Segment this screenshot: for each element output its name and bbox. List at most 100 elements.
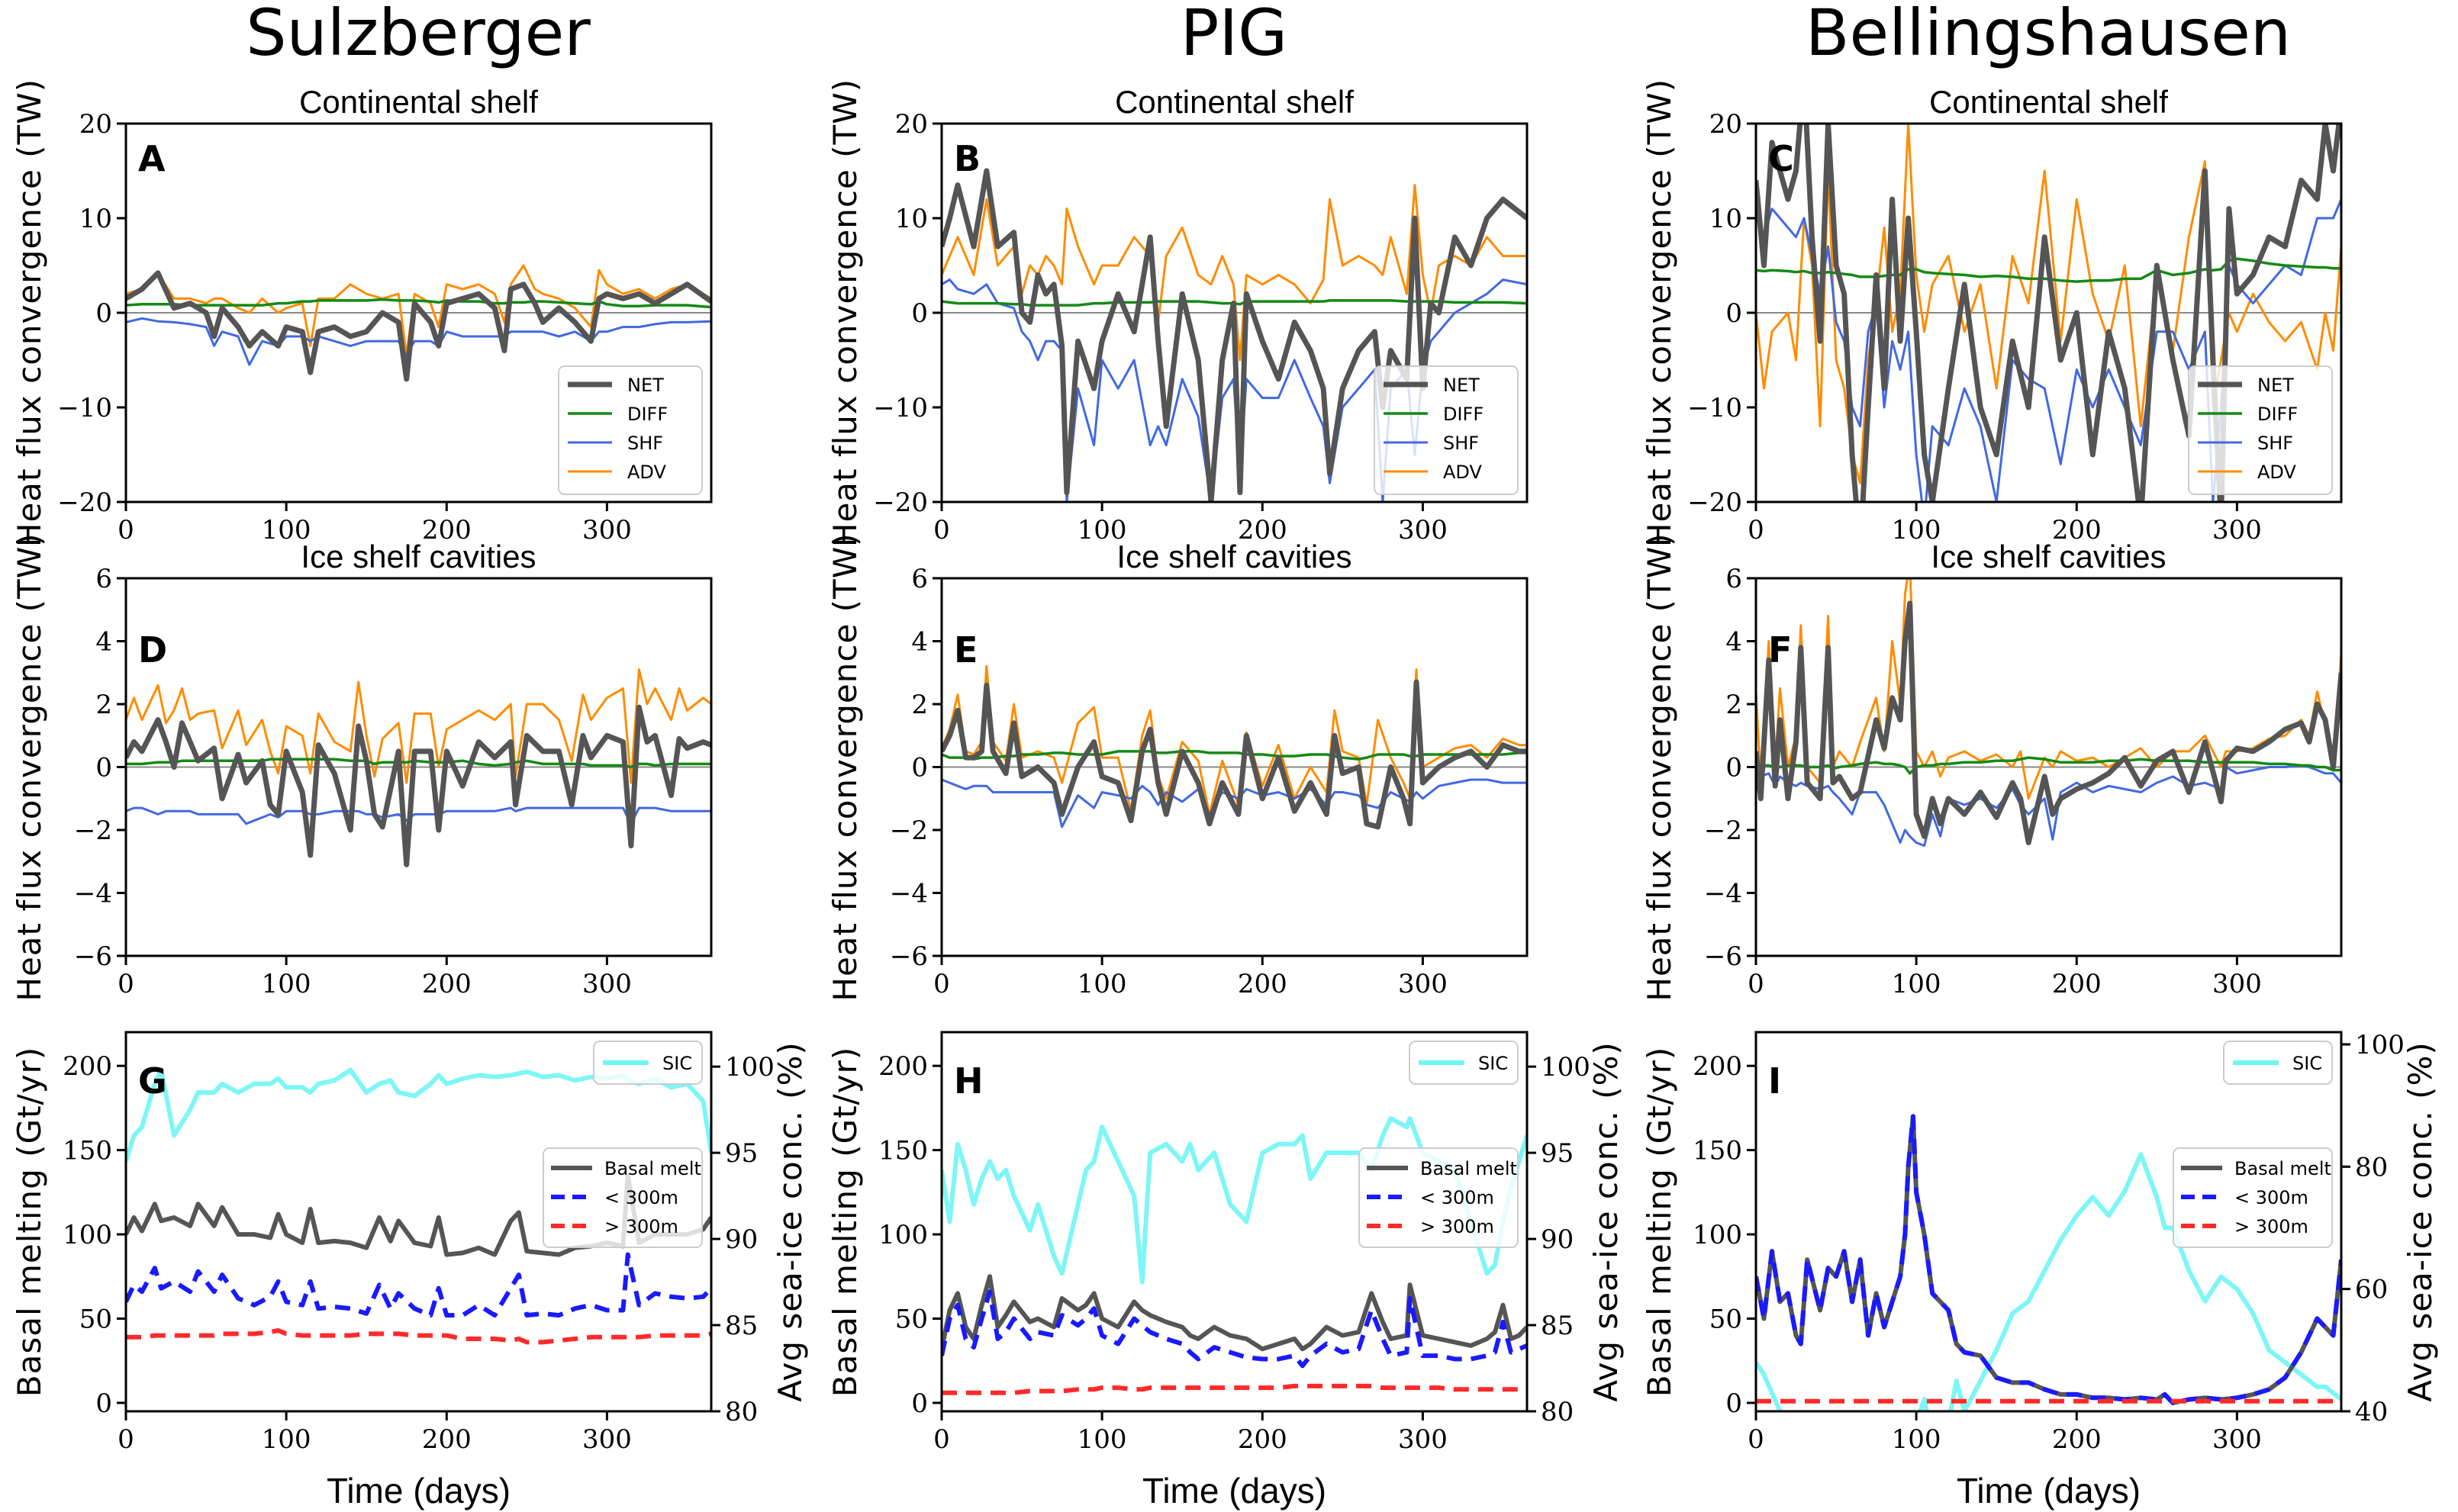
plot-area bbox=[1756, 578, 2341, 848]
legend-frame bbox=[1358, 1147, 1519, 1248]
y-tick-label: 0 bbox=[95, 1388, 112, 1419]
y-tick-label: −10 bbox=[873, 393, 928, 423]
y-tick-label: 4 bbox=[911, 627, 928, 658]
y-right-tick-label: 95 bbox=[725, 1138, 758, 1169]
axes-frame bbox=[940, 1031, 1529, 1413]
y-right-tick-label: 80 bbox=[725, 1397, 758, 1427]
x-tick-label: 0 bbox=[118, 1424, 134, 1455]
y-axis-label: Heat flux convergence (TW) bbox=[826, 532, 864, 1001]
y-tick-label: 200 bbox=[1693, 1051, 1742, 1082]
series-line-net bbox=[1756, 600, 2341, 845]
panel-letter: F bbox=[1768, 629, 1792, 671]
legend-label-net: NET bbox=[1443, 375, 1480, 396]
plot-area bbox=[942, 665, 1527, 830]
legend-melt: Basal melt < 300m > 300m bbox=[543, 1147, 703, 1248]
legend-label-sic: SIC bbox=[2292, 1053, 2322, 1074]
axes-frame bbox=[1754, 1031, 2343, 1413]
legend-label-diff: DIFF bbox=[1443, 404, 1483, 425]
plot-area bbox=[1756, 1114, 2341, 1411]
series-line-300m bbox=[942, 1289, 1527, 1369]
panel-b: Continental shelf 0 100 200 300 −20 −10 0 10 20 He… bbox=[826, 79, 1529, 547]
series-line-300m bbox=[942, 1383, 1527, 1395]
y-axis-label: Heat flux convergence (TW) bbox=[11, 532, 48, 1001]
y-tick-label: 0 bbox=[911, 753, 928, 783]
y-tick-label: 100 bbox=[1693, 1220, 1742, 1250]
panel-letter: G bbox=[138, 1060, 167, 1102]
x-tick-label: 100 bbox=[1892, 515, 1941, 545]
x-tick-label: 0 bbox=[118, 515, 134, 545]
y-tick-label: 100 bbox=[63, 1220, 112, 1250]
panel-f: Ice shelf cavities 0 100 200 300 −6 −4 −2 0 2 4 6 He… bbox=[1641, 532, 2343, 1002]
x-tick-label: 0 bbox=[118, 969, 134, 999]
y-right-tick-label: 90 bbox=[1541, 1224, 1574, 1255]
x-tick-label: 200 bbox=[422, 969, 472, 999]
legend-sic: SIC bbox=[1409, 1041, 1519, 1085]
legend-label-adv: ADV bbox=[1443, 462, 1482, 483]
legend-label-basal-melt: Basal melt bbox=[1420, 1158, 1517, 1179]
y-tick-label: 20 bbox=[1709, 109, 1742, 140]
x-tick-label: 300 bbox=[2212, 969, 2262, 999]
series-line-net bbox=[1756, 124, 2341, 502]
legend: NET DIFF SHF ADV bbox=[1374, 365, 1519, 495]
x-tick-label: 300 bbox=[582, 515, 632, 545]
x-tick-label: 100 bbox=[1892, 1424, 1941, 1455]
series-line-adv bbox=[1756, 124, 2341, 484]
y-right-tick-label: 100 bbox=[725, 1052, 775, 1083]
y-tick-label: 20 bbox=[79, 109, 112, 140]
y-axis-label: Heat flux convergence (TW) bbox=[11, 79, 48, 547]
y-tick-label: 4 bbox=[95, 627, 112, 658]
y-right-tick-label: 100 bbox=[1541, 1052, 1590, 1083]
y-axis-label: Basal melting (Gt/yr) bbox=[826, 1047, 864, 1397]
x-tick-label: 100 bbox=[262, 1424, 311, 1455]
x-tick-label: 300 bbox=[582, 969, 632, 999]
legend-sic: SIC bbox=[2223, 1041, 2333, 1085]
subplot-title: Ice shelf cavities bbox=[1931, 539, 2166, 574]
y-tick-label: 10 bbox=[1709, 204, 1742, 234]
y-axis-label-right: Avg sea-ice conc. (%) bbox=[772, 1041, 809, 1402]
x-tick-label: 300 bbox=[2212, 515, 2262, 545]
panel-letter: H bbox=[954, 1060, 984, 1102]
panel-letter: E bbox=[954, 629, 978, 671]
series-line-adv bbox=[126, 668, 711, 784]
subplot-title: Ice shelf cavities bbox=[301, 539, 536, 574]
panel-letter: A bbox=[138, 138, 166, 179]
series-line-sic bbox=[1756, 1152, 2341, 1411]
y-right-tick-label: 95 bbox=[1541, 1138, 1574, 1169]
legend-melt: Basal melt < 300m > 300m bbox=[2173, 1147, 2333, 1248]
y-tick-label: −20 bbox=[57, 487, 112, 518]
y-axis-label: Basal melting (Gt/yr) bbox=[1641, 1047, 1678, 1397]
y-axis-label-right: Avg sea-ice conc. (%) bbox=[1587, 1041, 1625, 1402]
y-tick-label: 0 bbox=[911, 298, 928, 329]
y-tick-label: 150 bbox=[1693, 1136, 1742, 1166]
y-axis-label-right: Avg sea-ice conc. (%) bbox=[2402, 1041, 2439, 1402]
y-tick-label: −20 bbox=[1687, 487, 1742, 518]
x-tick-label: 300 bbox=[1398, 969, 1448, 999]
axes-frame bbox=[124, 1031, 713, 1413]
y-tick-label: 20 bbox=[895, 109, 928, 140]
x-axis-label: Time (days) bbox=[327, 1471, 511, 1510]
panel-c: Continental shelf 0 100 200 300 −20 −10 0 10 20 He… bbox=[1641, 79, 2343, 547]
y-right-tick-label: 100 bbox=[2355, 1030, 2405, 1060]
x-tick-label: 200 bbox=[2052, 1424, 2102, 1455]
legend-label-net: NET bbox=[627, 375, 664, 396]
x-tick-label: 200 bbox=[422, 515, 472, 545]
x-tick-label: 100 bbox=[1078, 969, 1127, 999]
legend-label-300m: < 300m bbox=[2234, 1187, 2308, 1208]
legend: NET DIFF SHF ADV bbox=[558, 365, 703, 495]
legend-label-shf: SHF bbox=[1443, 433, 1479, 454]
y-axis-label: Heat flux convergence (TW) bbox=[1641, 532, 1678, 1001]
legend-label-sic: SIC bbox=[1478, 1053, 1508, 1074]
x-axis-label: Time (days) bbox=[1957, 1471, 2141, 1510]
legend-label-adv: ADV bbox=[627, 462, 666, 483]
legend-melt: Basal melt < 300m > 300m bbox=[1358, 1147, 1519, 1248]
y-tick-label: −10 bbox=[57, 393, 112, 423]
legend-label-net: NET bbox=[2257, 375, 2294, 396]
y-right-tick-label: 85 bbox=[725, 1311, 758, 1341]
y-right-tick-label: 90 bbox=[725, 1224, 758, 1255]
legend-label-basal-melt: Basal melt bbox=[604, 1158, 701, 1179]
panel-letter: C bbox=[1768, 138, 1794, 179]
